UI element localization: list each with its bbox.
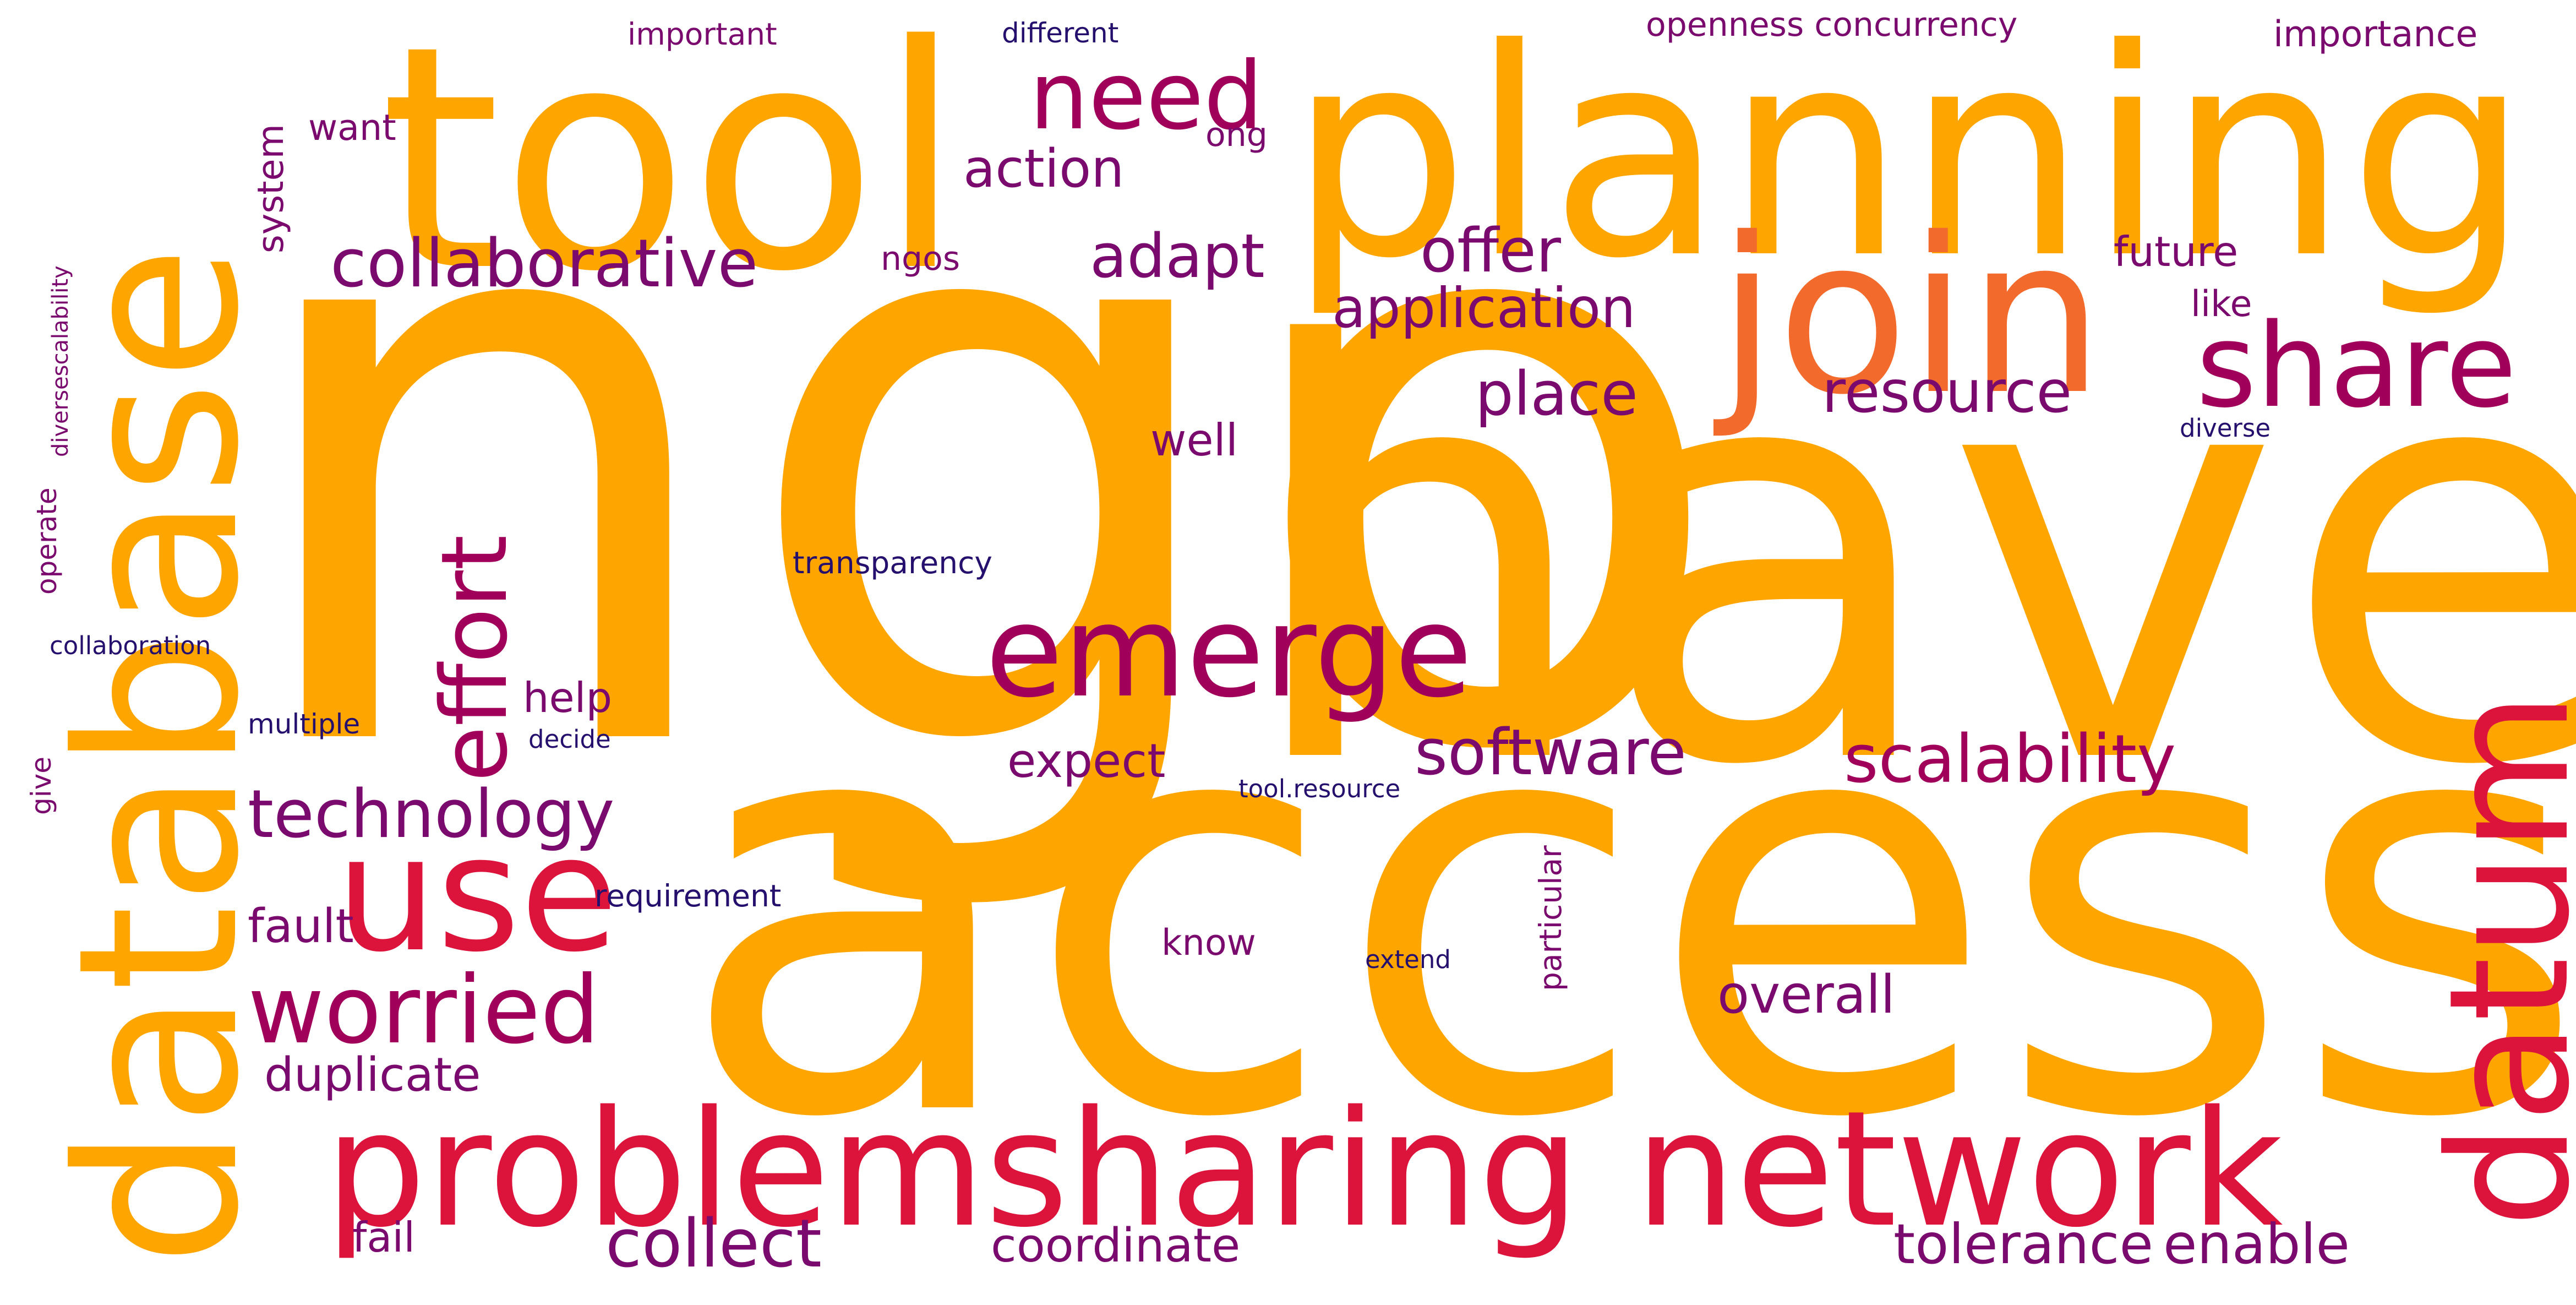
- word-operate: operate: [31, 487, 63, 595]
- word-collaboration: collaboration: [50, 631, 211, 660]
- word-openness-concurrency: openness concurrency: [1646, 6, 2018, 44]
- word-action: action: [963, 139, 1125, 199]
- word-collaborative: collaborative: [330, 226, 758, 302]
- word-diversescalability: diversescalability: [48, 265, 73, 457]
- word-resource: resource: [1822, 358, 2072, 426]
- word-fault: fault: [248, 899, 354, 954]
- word-tolerance: tolerance: [1893, 1212, 2153, 1276]
- word-system: system: [250, 124, 292, 253]
- word-diverse: diverse: [2180, 414, 2271, 443]
- word-use: use: [336, 802, 619, 987]
- word-importance: importance: [2273, 14, 2478, 55]
- word-effort: effort: [422, 535, 527, 782]
- word-software: software: [1415, 716, 1687, 790]
- word-future: future: [2114, 227, 2239, 276]
- word-ngos: ngos: [881, 240, 960, 278]
- word-know: know: [1161, 922, 1256, 964]
- word-different: different: [1002, 17, 1119, 49]
- word-technology: technology: [248, 776, 615, 853]
- word-tool-resource: tool.resource: [1238, 774, 1401, 803]
- word-give: give: [25, 757, 57, 815]
- word-problemsharing: problemsharing: [325, 1077, 1580, 1263]
- word-well: well: [1150, 415, 1238, 466]
- word-decide: decide: [528, 725, 611, 754]
- word-tool: tool: [380, 0, 964, 339]
- word-overall: overall: [1717, 965, 1895, 1025]
- word-like: like: [2191, 284, 2252, 325]
- word-fail: fail: [352, 1213, 416, 1262]
- word-important: important: [627, 17, 777, 52]
- word-requirement: requirement: [594, 878, 782, 914]
- word-ngo: ngo: [231, 0, 1732, 925]
- word-worried: worried: [248, 956, 600, 1065]
- word-emerge: emerge: [985, 579, 1473, 726]
- word-extend: extend: [1365, 945, 1451, 974]
- word-duplicate: duplicate: [264, 1048, 481, 1102]
- word-network: network: [1635, 1077, 2283, 1263]
- word-datum: datum: [2414, 691, 2576, 1228]
- word-need: need: [1029, 42, 1263, 151]
- word-have: have: [1238, 229, 2576, 889]
- word-multiple: multiple: [248, 708, 361, 740]
- word-expect: expect: [1007, 734, 1166, 789]
- word-offer: offer: [1420, 215, 1561, 286]
- word-share: share: [2196, 298, 2517, 433]
- word-particular: particular: [1533, 845, 1568, 991]
- word-enable: enable: [2163, 1212, 2350, 1276]
- word-want: want: [308, 107, 396, 149]
- word-place: place: [1475, 358, 1638, 429]
- word-coordinate: coordinate: [991, 1219, 1241, 1273]
- word-transparency: transparency: [793, 545, 992, 580]
- word-scalability: scalability: [1844, 721, 2176, 798]
- word-database: database: [31, 245, 287, 1267]
- word-adapt: adapt: [1090, 221, 1265, 291]
- word-join: join: [1717, 192, 2104, 442]
- word-collect: collect: [605, 1206, 822, 1282]
- word-application: application: [1332, 276, 1636, 340]
- word-ong: ong: [1205, 116, 1268, 154]
- word-planning: planning: [1288, 0, 2530, 321]
- word-help: help: [523, 673, 613, 722]
- word-access: access: [677, 581, 2576, 1241]
